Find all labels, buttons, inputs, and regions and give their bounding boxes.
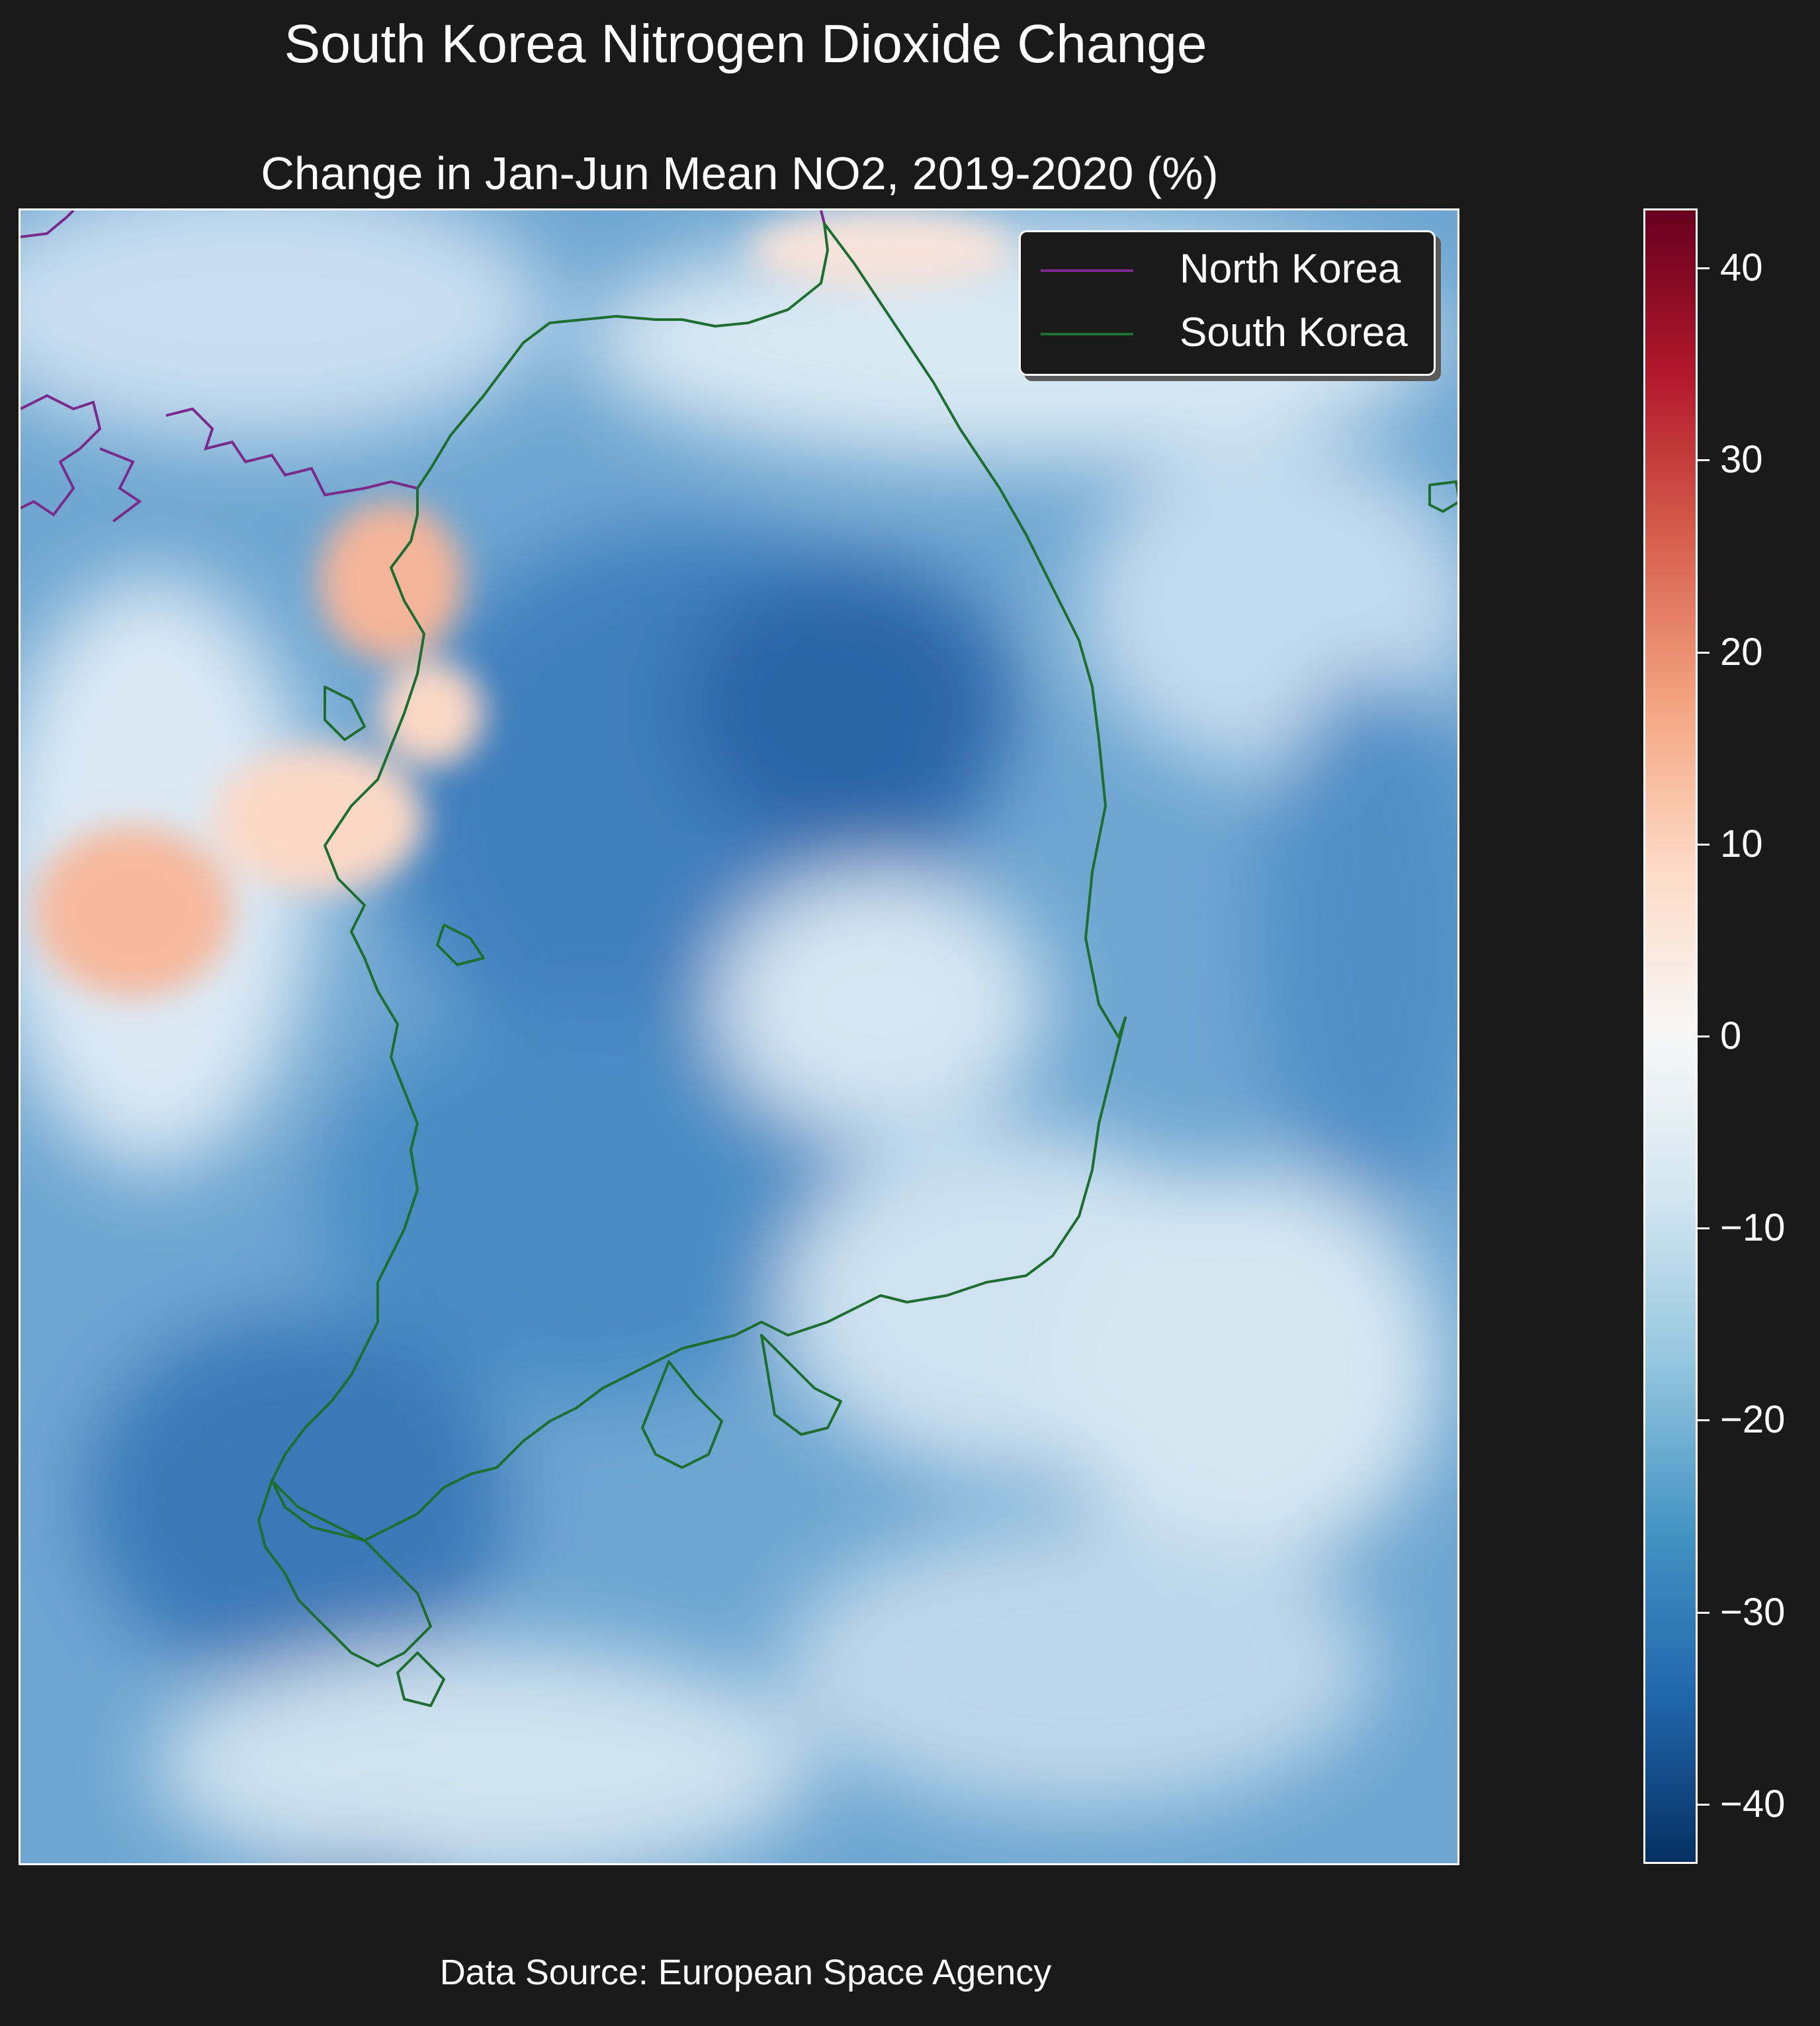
colorbar-tick-label: −10	[1720, 1206, 1786, 1250]
legend-item-north-korea: North Korea	[1034, 243, 1431, 296]
colorbar-tick	[1698, 651, 1710, 654]
legend: North Korea South Korea	[1019, 230, 1436, 376]
colorbar-tick-label: 10	[1720, 822, 1763, 865]
legend-label-north-korea: North Korea	[1180, 246, 1401, 292]
colorbar-tick-label: −30	[1720, 1590, 1786, 1634]
colorbar-tick	[1698, 1419, 1710, 1422]
colorbar-tick-label: 20	[1720, 630, 1763, 674]
colorbar-tick-label: −20	[1720, 1398, 1786, 1442]
legend-item-south-korea: South Korea	[1034, 306, 1431, 359]
colorbar-tick	[1698, 459, 1710, 462]
figure-title: South Korea Nitrogen Dioxide Change	[284, 14, 1207, 74]
legend-line-north-korea	[1041, 269, 1133, 272]
colorbar-tick	[1698, 1803, 1710, 1806]
data-source: Data Source: European Space Agency	[439, 1953, 1052, 1992]
legend-label-south-korea: South Korea	[1180, 310, 1408, 355]
colorbar-tick-label: 0	[1720, 1014, 1742, 1057]
no2-change-map	[21, 210, 1457, 1863]
colorbar-tick	[1698, 843, 1710, 846]
no2-field	[21, 210, 1457, 1863]
colorbar-tick	[1698, 1611, 1710, 1614]
north-korea-border	[21, 210, 826, 523]
map-subtitle: Change in Jan-Jun Mean NO2, 2019-2020 (%…	[261, 148, 1219, 199]
colorbar-tick-label: 40	[1720, 246, 1763, 290]
map-panel[interactable]	[19, 208, 1459, 1865]
colorbar-ticks: 40 30 20 10 0 −10 −20 −30 −40	[1698, 208, 1803, 1864]
colorbar-tick	[1698, 267, 1710, 270]
south-korea-coastline	[257, 222, 1457, 1707]
colorbar-tick-label: 30	[1720, 438, 1763, 482]
legend-line-south-korea	[1041, 333, 1133, 335]
colorbar-tick-label: −40	[1720, 1782, 1786, 1826]
colorbar	[1643, 208, 1698, 1864]
colorbar-tick	[1698, 1035, 1710, 1037]
positive-change-patches	[34, 210, 1013, 998]
colorbar-tick	[1698, 1227, 1710, 1230]
